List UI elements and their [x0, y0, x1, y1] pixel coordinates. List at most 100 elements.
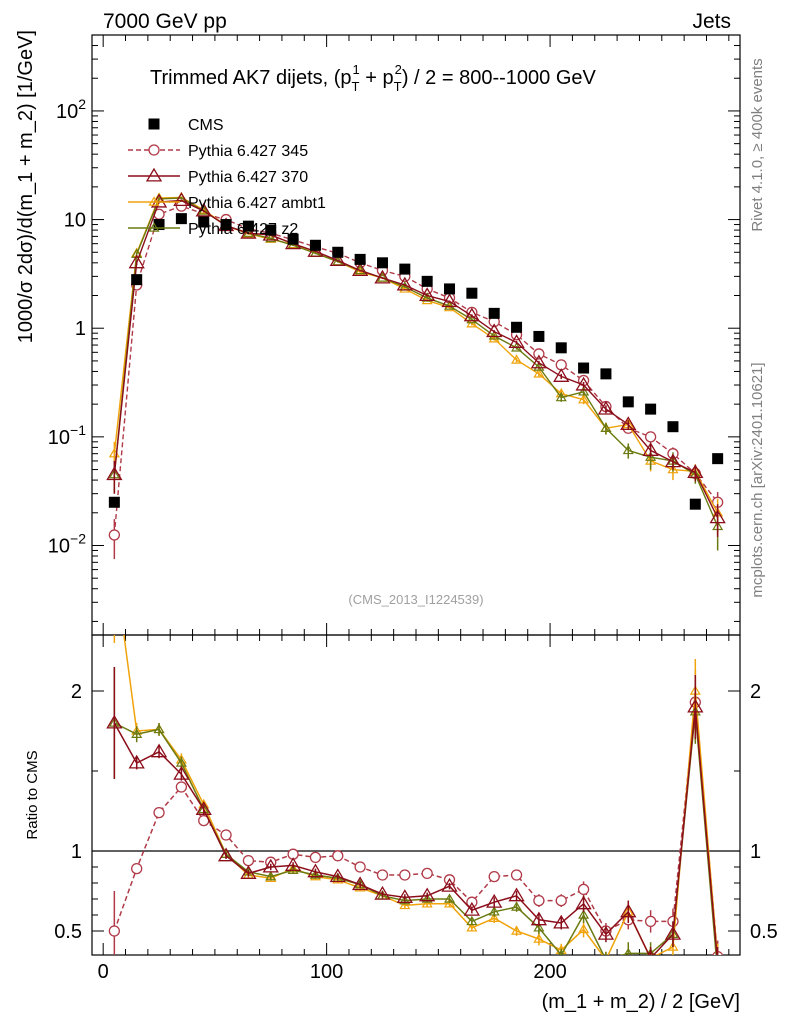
ratio-point-z2: [533, 922, 545, 932]
series-z2: [108, 192, 724, 551]
data-point-cms: [332, 246, 344, 258]
main-y-axis-label: 1000/σ 2dσ)/d(m_1 + m_2) [1/GeV]: [15, 30, 37, 343]
legend-item-z2: Pythia 6.427 z2: [128, 221, 298, 238]
ratio-point-p370: [717, 954, 718, 955]
data-point-cms: [421, 275, 433, 287]
ratio-data-group: [106, 559, 724, 976]
legend-marker-p370: [145, 167, 163, 182]
y-tick-label-ratio-left: 1: [71, 841, 82, 863]
y-tick-label-ratio-left: 2: [71, 681, 82, 703]
ratio-point-z2: [511, 901, 523, 911]
title-sub1: T: [352, 79, 360, 94]
data-point-z2: [645, 451, 657, 461]
ratio-ticks: 2 2 1 1 0.5 0.5 0 100 200: [54, 635, 778, 983]
data-point-p370: [508, 334, 525, 348]
data-point-ambt1: [667, 463, 679, 474]
legend-label-p345: Pythia 6.427 345: [188, 143, 308, 160]
ratio-point-p345: [399, 869, 411, 881]
ratio-point-p345: [644, 915, 657, 928]
y-tick-label-exp: 2: [78, 96, 86, 112]
ratio-point-z2: [713, 968, 722, 976]
legend-marker-ambt1: [148, 196, 160, 206]
data-point-p370: [240, 224, 257, 239]
data-point-cms: [622, 396, 634, 408]
chart-title: Trimmed AK7 dijets, (pT1 + pT2) / 2 = 80…: [150, 62, 597, 94]
data-point-z2: [578, 386, 590, 396]
ratio-point-z2: [578, 909, 590, 919]
data-point-p370: [352, 262, 369, 277]
data-point-z2: [421, 292, 433, 302]
ratio-point-ambt1: [110, 559, 119, 567]
y-tick-label-ratio-right: 0.5: [750, 921, 778, 943]
data-point-z2: [600, 422, 612, 433]
mcplots-label: mcplots.cern.ch [arXiv:2401.10621]: [749, 362, 766, 597]
data-point-z2: [443, 300, 456, 310]
title-prefix: Trimmed AK7 dijets, (p: [150, 67, 352, 89]
data-point-p345: [108, 529, 120, 541]
data-point-ambt1: [511, 354, 523, 364]
ratio-point-p345: [131, 862, 143, 875]
ratio-point-p345: [175, 781, 188, 793]
data-point-cms: [399, 263, 411, 275]
y-tick-label-main: 102: [56, 96, 86, 123]
data-point-p370: [106, 466, 123, 481]
analysis-id: (CMS_2013_I1224539): [348, 592, 483, 607]
ratio-line-p345: [113, 702, 719, 955]
ratio-y-axis-label: Ratio to CMS: [24, 750, 41, 839]
data-point-z2: [265, 232, 277, 243]
data-point-cms: [488, 307, 500, 319]
data-point-cms: [600, 368, 612, 380]
ratio-point-p370: [128, 754, 145, 769]
ratio-point-p345: [376, 869, 389, 881]
ratio-point-ambt1: [466, 922, 478, 932]
title-sup1: 1: [353, 62, 360, 77]
ratio-point-p370: [329, 868, 346, 883]
ratio-point-p370: [687, 698, 704, 713]
y-tick-label-base: 10: [48, 427, 70, 449]
ratio-point-p370: [217, 847, 235, 862]
ratio-point-z2: [623, 947, 633, 955]
data-point-z2: [466, 313, 478, 324]
ratio-point-p370: [441, 877, 458, 892]
data-point-p370: [419, 287, 436, 302]
title-suffix: ) / 2 = 800--1000 GeV: [402, 67, 597, 89]
legend-item-p370: Pythia 6.427 370: [128, 167, 308, 186]
data-point-p370: [374, 269, 391, 284]
data-point-z2: [533, 361, 545, 371]
ratio-point-p345: [332, 850, 344, 862]
legend-marker-z2: [148, 222, 160, 232]
data-point-cms: [242, 220, 254, 232]
ratio-point-z2: [557, 949, 565, 955]
data-point-cms: [533, 330, 545, 342]
data-point-ambt1: [578, 393, 590, 404]
data-point-cms: [689, 498, 701, 510]
y-tick-label-main: 1: [75, 318, 86, 340]
ratio-point-ambt1: [533, 933, 545, 943]
ratio-point-p345: [421, 867, 433, 880]
ratio-point-ambt1: [443, 898, 456, 908]
data-point-cms: [354, 253, 366, 265]
data-point-p370: [396, 276, 413, 291]
data-point-p370: [664, 453, 682, 468]
data-point-cms: [578, 362, 590, 374]
title-sub2: T: [394, 79, 402, 94]
data-point-cms: [555, 342, 567, 354]
y-tick-label-main: 10−2: [48, 530, 86, 557]
data-point-p370: [620, 416, 637, 431]
ratio-point-p370: [173, 765, 190, 780]
ratio-marks: [106, 559, 724, 976]
legend-label-z2: Pythia 6.427 z2: [188, 221, 298, 238]
data-point-p370: [173, 192, 190, 206]
legend: CMS Pythia 6.427 345 Pythia 6.427 370 Pythi…: [128, 117, 326, 238]
y-tick-label-ratio-right: 2: [750, 681, 761, 703]
ratio-point-ambt1: [667, 941, 679, 951]
ratio-point-p370: [575, 895, 592, 910]
ratio-point-p345: [354, 861, 366, 873]
ratio-point-z2: [131, 728, 143, 738]
data-point-cms: [220, 219, 232, 231]
title-plus: + p: [360, 67, 394, 89]
x-tick-label: 200: [533, 961, 566, 983]
ratio-point-p370: [262, 858, 279, 873]
ratio-point-p370: [396, 889, 413, 903]
